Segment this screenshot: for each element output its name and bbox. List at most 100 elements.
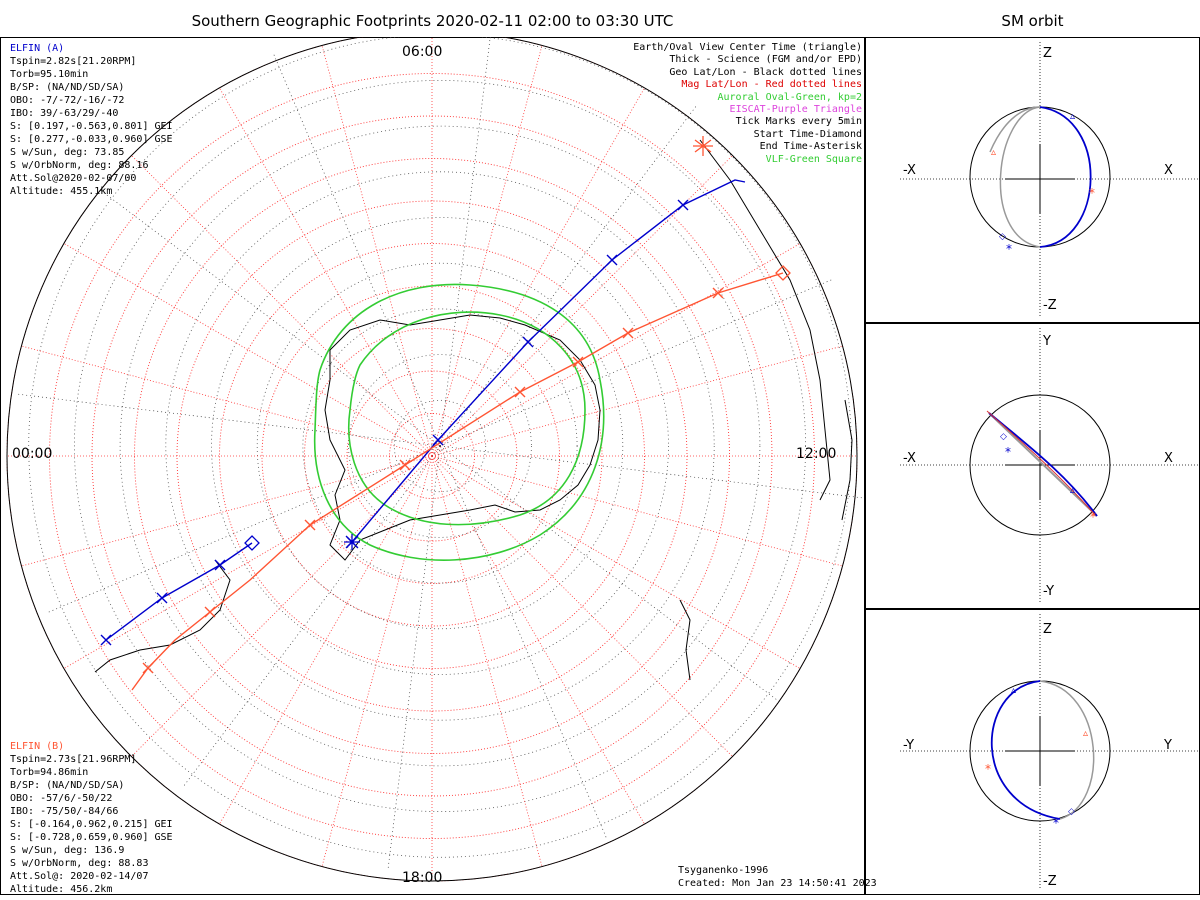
sm-panel-yz: ▵ ▵ * * ◇ -Y Y Z -Z [865,609,1200,895]
axis-label-bottom: -Z [1043,874,1057,889]
a-asterisk-icon: * [1006,242,1012,256]
elfin-a-tick [522,336,534,348]
mag-lon-line [431,243,801,457]
elfin-b-tick [514,386,526,398]
elfin-b-start-diamond-icon [775,265,791,281]
elfin-b-line: S: [-0.164,0.962,0.215] GEI [10,819,173,830]
elfin-b-tick [712,287,724,299]
axis-label-top: Z [1043,46,1052,61]
geo-lon-line [273,54,441,447]
geo-lon-line [183,445,441,786]
elfin-a-line: OBO: -7/-72/-16/-72 [10,95,125,106]
elfin-b-info: ELFIN (B) Tspin=2.73s[21.96RPM] Torb=94.… [10,740,173,896]
elfin-b-line: S w/OrbNorm, deg: 88.83 [10,858,149,869]
elfin-a-line: IBO: 39/-63/29/-40 [10,108,119,119]
mag-lon-line [63,455,433,669]
map-boundary [6,37,858,882]
axis-label-right: X [1164,163,1173,178]
mag-lon-line [21,455,433,567]
page-title: Southern Geographic Footprints 2020-02-1… [191,12,674,30]
elfin-b-end-asterisk-icon [693,136,713,156]
legend-entry: End Time-Asterisk [759,141,862,153]
created-timestamp: Created: Mon Jan 23 14:50:41 2023 [678,878,877,889]
elfin-a-tick [214,559,226,571]
elfin-b-name: ELFIN (B) [10,741,65,752]
start-diamond-icon: ◇ [1000,432,1007,442]
mag-lon-line [431,345,843,457]
geo-lon-line [48,445,441,613]
elfin-a-end-asterisk-icon [344,534,360,550]
geo-lon-line [439,445,780,703]
geo-lat-circle [119,125,761,767]
geo-lat-circle [74,80,806,812]
elfin-b-line: IBO: -75/50/-84/66 [10,806,119,817]
a-asterisk-icon: * [1005,445,1011,459]
elfin-b-track [131,272,784,691]
axis-label-right: Y [1163,738,1172,753]
geo-lon-line [439,445,862,499]
elfin-b-line: B/SP: (NA/ND/SD/SA) [10,780,125,791]
mag-lon-line [219,455,433,825]
elfin-b-tick [142,662,154,674]
axis-label-left: -Y [903,738,914,753]
b-asterisk-icon: * [985,762,991,776]
mlt-label-left: 00:00 [12,446,53,462]
a-triangle-icon: ▵ [1011,685,1016,696]
mag-lon-line [431,45,543,457]
start-diamond-icon: ◇ [999,232,1006,242]
coastline [679,599,691,681]
coastline [699,139,831,501]
a-triangle-icon: ▵ [1070,111,1075,122]
auroral-oval-outer [313,283,605,561]
geo-lat-circle [302,308,578,584]
elfin-a-line: B/SP: (NA/ND/SD/SA) [10,82,125,93]
legend-entry: Earth/Oval View Center Time (triangle) [633,42,862,53]
elfin-b-tick [399,459,411,471]
mag-lon-line [431,455,733,757]
legend-entry: EISCAT-Purple Triangle [729,104,862,116]
mag-lat-circle [219,243,645,669]
elfin-b-line: Torb=94.86min [10,767,89,778]
sm-panel-xy: ◇ * ▵ * -X X Y -Y [865,323,1200,609]
geo-lon-line [439,445,607,838]
geo-lon-line [18,393,441,447]
elfin-a-start-diamond-icon [244,535,260,551]
geo-lon-line [100,189,441,447]
elfin-a-line: S w/OrbNorm, deg: 88.16 [10,160,149,171]
mag-lon-line [431,455,645,825]
elfin-a-tick [606,254,618,266]
b-asterisk-icon: * [1090,510,1096,524]
mag-lon-line [431,455,843,567]
mag-lat-circle [304,328,560,584]
start-diamond-icon: ◇ [1068,807,1075,817]
mag-lon-line [131,155,433,457]
elfin-a-line: Tspin=2.82s[21.20RPM] [10,56,137,67]
mlt-label-top: 06:00 [402,44,443,60]
elfin-a-line: Torb=95.10min [10,69,89,80]
elfin-a-track-segment [105,542,253,641]
mag-lon-line [21,345,433,457]
axis-label-right: X [1164,451,1173,466]
elfin-a-line: S w/Sun, deg: 73.85 [10,147,125,158]
elfin-b-line: Tspin=2.73s[21.96RPM] [10,754,137,765]
elfin-a-line: S: [0.277,-0.033,0.960] GSE [10,134,173,145]
model-label: Tsyganenko-1996 [678,865,769,876]
legend-entry: Start Time-Diamond [753,128,862,140]
axis-label-left: -X [903,163,916,178]
elfin-b-line: S: [-0.728,0.659,0.960] GSE [10,832,173,843]
map-legend: Earth/Oval View Center Time (triangle) T… [633,42,862,166]
elfin-b-tick [204,606,216,618]
geo-lat-circle [211,217,669,675]
elfin-a-line: S: [0.197,-0.563,0.801] GEI [10,121,173,132]
axis-label-bottom: -Y [1043,584,1054,599]
axis-label-top: Z [1043,622,1052,637]
auroral-oval-inner [347,311,586,526]
elfin-b-tick [304,519,316,531]
geo-lat-circle [256,262,624,630]
sm-panel-xz: ▵ ▵ * * ◇ -X X Z -Z [865,37,1200,323]
mag-lon-line [431,87,645,457]
geo-lon-line [439,106,697,447]
axis-label-top: Y [1042,334,1051,349]
b-asterisk-icon: * [1089,186,1095,200]
mag-lat-circle [49,73,815,839]
